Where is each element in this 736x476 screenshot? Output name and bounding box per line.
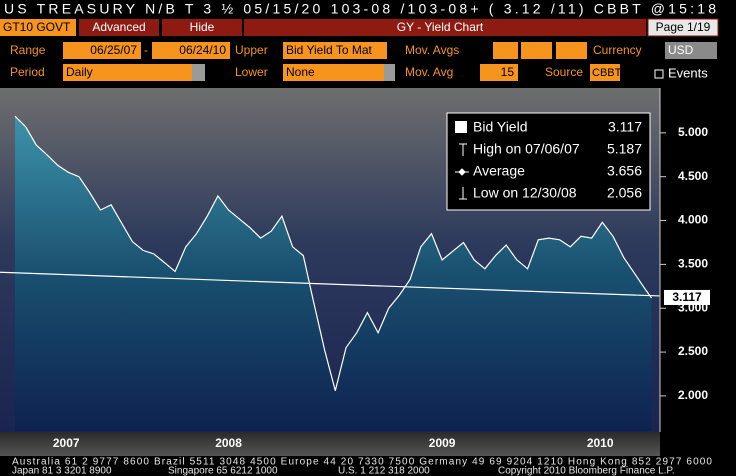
page-label: Page 1/19 xyxy=(656,20,711,34)
dropdown-handle[interactable] xyxy=(384,64,395,81)
upper-field[interactable] xyxy=(283,42,387,59)
source-field[interactable] xyxy=(590,64,620,81)
security-field[interactable] xyxy=(0,19,76,36)
upper-label: Upper xyxy=(235,43,268,57)
hide-button[interactable] xyxy=(162,19,242,36)
events-label: Events xyxy=(668,65,708,80)
legend-value: 3.656 xyxy=(607,163,642,179)
mov-avg-period-field[interactable] xyxy=(480,64,518,81)
x-tick-label: 2007 xyxy=(53,436,80,450)
y-tick-label: 4.000 xyxy=(678,213,708,227)
advanced-button[interactable] xyxy=(79,19,159,36)
x-tick-label: 2009 xyxy=(429,436,456,450)
range-start: 06/25/07 xyxy=(90,43,137,57)
hide-label: Hide xyxy=(190,20,215,34)
y-tick-label: 2.500 xyxy=(678,344,708,358)
mov-avg-label: Mov. Avg xyxy=(405,65,453,79)
last-value-label: 3.117 xyxy=(672,290,702,304)
trend-line xyxy=(0,271,661,297)
screen-title: GY - Yield Chart xyxy=(397,20,484,34)
legend-value: 2.056 xyxy=(607,185,642,201)
lower-value: None xyxy=(286,65,315,79)
source-label: Source xyxy=(545,65,583,79)
footer-text: Japan 81 3 3201 8900 xyxy=(12,466,112,476)
footer-text: Copyright 2010 Bloomberg Finance L.P. xyxy=(498,466,675,476)
average-icon xyxy=(455,168,469,176)
x-axis-band xyxy=(0,432,660,456)
mov-avg-field[interactable] xyxy=(521,42,552,59)
legend-value: 3.117 xyxy=(608,119,642,135)
low-icon xyxy=(459,187,467,200)
currency: USD xyxy=(668,43,694,57)
dropdown-handle[interactable] xyxy=(192,64,205,81)
mov-avg-field[interactable] xyxy=(556,42,587,59)
range-end: 06/24/10 xyxy=(179,43,226,57)
period: Daily xyxy=(66,65,93,79)
legend-swatch xyxy=(455,121,467,133)
range-start-field[interactable] xyxy=(63,42,141,59)
range-separator: - xyxy=(144,43,148,57)
page-button[interactable] xyxy=(647,18,719,37)
legend-box xyxy=(446,112,651,211)
y-tick-label: 4.500 xyxy=(678,169,708,183)
x-tick-label: 2010 xyxy=(587,436,614,450)
lower-label: Lower xyxy=(235,65,268,79)
legend-label: Bid Yield xyxy=(473,119,527,135)
legend-label: Low on 12/30/08 xyxy=(473,185,577,201)
range-label: Range xyxy=(10,43,46,57)
security: GT10 GOVT xyxy=(3,20,71,34)
legend-label: High on 07/06/07 xyxy=(473,141,580,157)
legend-value: 5.187 xyxy=(607,141,642,157)
mov-avg-field[interactable] xyxy=(493,42,518,59)
range-end-field[interactable] xyxy=(152,42,230,59)
high-icon xyxy=(459,143,467,156)
footer-text: Australia 61 2 9777 8600 Brazil 5511 304… xyxy=(12,457,712,468)
upper-value: Bid Yield To Mat xyxy=(286,43,372,57)
period-field[interactable] xyxy=(63,64,205,81)
advanced-label: Advanced xyxy=(92,20,145,34)
source: CBBT xyxy=(592,67,622,79)
footer-text: U.S. 1 212 318 2000 xyxy=(338,466,430,476)
y-tick-label: 3.500 xyxy=(678,257,708,271)
series-area xyxy=(15,116,652,431)
y-tick-label: 5.000 xyxy=(678,125,708,139)
x-tick-label: 2008 xyxy=(215,436,242,450)
series-line xyxy=(14,115,652,391)
footer-text: Singapore 65 6212 1000 xyxy=(168,466,278,476)
title-bar xyxy=(244,19,646,36)
events-checkbox[interactable] xyxy=(654,69,664,79)
mov-avg-period: 15 xyxy=(501,65,515,79)
mov-avgs-label: Mov. Avgs xyxy=(405,43,459,57)
lower-field[interactable] xyxy=(283,64,395,81)
currency-label: Currency xyxy=(593,43,642,57)
legend-label: Average xyxy=(473,163,525,179)
y-tick-label: 2.000 xyxy=(678,388,708,402)
currency-field[interactable] xyxy=(665,42,717,59)
period-label: Period xyxy=(10,65,45,79)
last-value-tag xyxy=(664,289,710,305)
